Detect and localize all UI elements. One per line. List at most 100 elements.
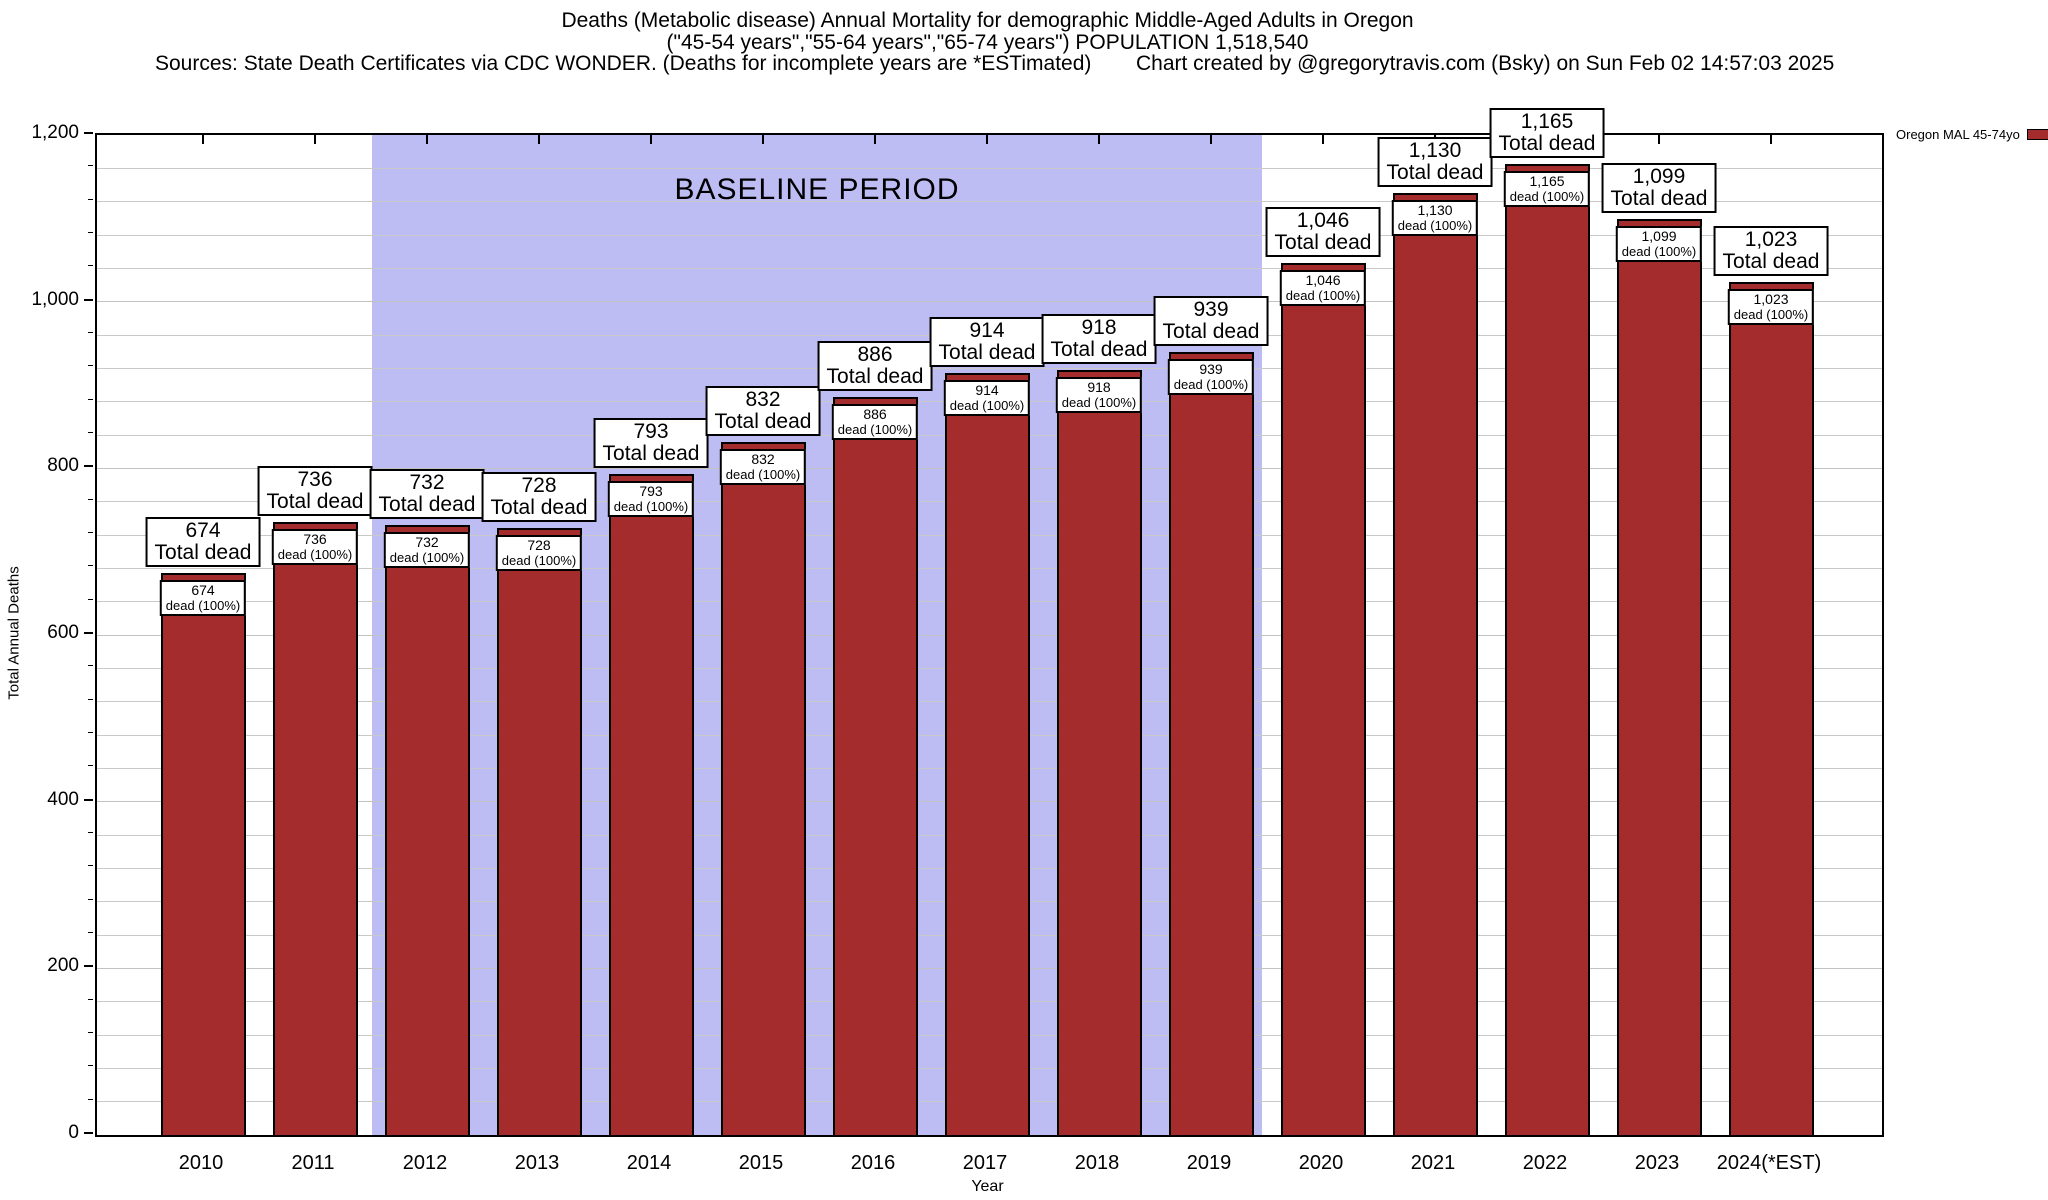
bar-inner-suffix: dead (100%) (1621, 244, 1697, 259)
bar-total-suffix: Total dead (1498, 132, 1596, 155)
y-tick-mark (88, 898, 93, 900)
x-year-label: 2011 (291, 1152, 335, 1174)
bar-inner-value: 728 (527, 537, 551, 553)
bar-inner-label: 1,165 dead (100%) (1503, 171, 1591, 207)
x-year-label: 2012 (402, 1152, 448, 1174)
bar-inner-value: 1,046 (1305, 272, 1341, 288)
x-tick-mark (1658, 135, 1660, 144)
x-tick-mark (986, 135, 988, 144)
bar-inner-value: 918 (1087, 379, 1111, 395)
bar-total-label: 832 Total dead (705, 386, 821, 436)
x-year-label: 2018 (1074, 1152, 1120, 1174)
bar-total-suffix: Total dead (378, 493, 476, 516)
bar-total-suffix: Total dead (714, 410, 812, 433)
bar-total-suffix: Total dead (602, 442, 700, 465)
bar-inner-suffix: dead (100%) (949, 398, 1025, 413)
y-tick-mark (88, 665, 93, 667)
bar-inner-suffix: dead (100%) (501, 553, 577, 568)
y-tick-label: 1,000 (31, 288, 79, 310)
bar-inner-value: 793 (639, 483, 663, 499)
bar-2022: 1,165 dead (100%) 1,165 Total dead (1489, 108, 1605, 1135)
x-axis-title: Year (971, 1178, 1004, 1195)
gridline (97, 201, 1882, 203)
x-year-label: 2022 (1522, 1152, 1568, 1174)
bar-total-value: 918 (1081, 316, 1117, 339)
bar-total-value: 939 (1193, 298, 1229, 321)
x-tick-mark (1098, 135, 1100, 144)
bar-inner-label: 918 dead (100%) (1055, 377, 1143, 413)
bar-inner-suffix: dead (100%) (1733, 307, 1809, 322)
bar-total-label: 1,099 Total dead (1601, 163, 1717, 213)
legend-swatch (2026, 129, 2048, 140)
x-year-label: 2021 (1410, 1152, 1456, 1174)
bar-inner-value: 1,130 (1417, 202, 1453, 218)
bar-2021: 1,130 dead (100%) 1,130 Total dead (1377, 137, 1493, 1135)
y-axis: 0 200 400 600 800 1,000 1,200 (0, 122, 93, 1143)
y-tick-label: 400 (47, 788, 79, 810)
bar-inner-value: 886 (863, 406, 887, 422)
gridline (97, 267, 1882, 269)
x-year-label: 2010 (178, 1152, 224, 1174)
y-tick-mark (88, 165, 93, 167)
x-tick-mark (1770, 135, 1772, 144)
x-tick-mark (762, 135, 764, 144)
bar-total-value: 732 (409, 471, 445, 494)
bar-total-label: 1,046 Total dead (1265, 207, 1381, 257)
bar-inner-value: 1,023 (1753, 291, 1789, 307)
y-tick-mark (84, 965, 93, 968)
bar-inner-value: 736 (303, 531, 327, 547)
bar-total-value: 1,165 (1520, 110, 1574, 133)
y-tick-mark (88, 532, 93, 533)
bar-total-value: 886 (857, 343, 893, 366)
x-tick-mark (426, 135, 428, 144)
bar-inner-label: 1,130 dead (100%) (1391, 200, 1479, 236)
chart-title-line2: ("45-54 years","55-64 years","65-74 year… (666, 31, 1309, 54)
bar-total-label: 1,130 Total dead (1377, 137, 1493, 187)
bar-inner-label: 1,023 dead (100%) (1727, 289, 1815, 325)
bar-total-value: 914 (969, 319, 1005, 342)
legend: Oregon MAL 45-74yo (1896, 127, 2048, 142)
bar-total-value: 793 (633, 420, 669, 443)
bar-total-label: 736 Total dead (257, 466, 373, 516)
bar-total-label: 1,023 Total dead (1713, 226, 1829, 276)
y-tick-mark (84, 132, 93, 134)
bar-inner-suffix: dead (100%) (1397, 218, 1473, 233)
y-tick-mark (88, 432, 93, 433)
bar-inner-value: 1,099 (1641, 228, 1677, 244)
bar-inner-value: 939 (1199, 361, 1223, 377)
plot-area: BASELINE PERIOD 674 dead (100%) 674 Total d… (95, 108, 1884, 1137)
bar-inner-label: 914 dead (100%) (943, 380, 1031, 416)
bar-total-value: 674 (185, 519, 221, 542)
bar-inner-label: 939 dead (100%) (1167, 359, 1255, 395)
bar-2018: 918 dead (100%) 918 Total dead (1041, 314, 1157, 1135)
gridline (97, 234, 1882, 236)
bar-total-suffix: Total dead (1386, 161, 1484, 184)
y-tick-label: 200 (47, 955, 79, 977)
bar-inner-value: 732 (415, 534, 439, 550)
gridline (97, 167, 1882, 169)
y-tick-mark (88, 498, 93, 500)
bar-total-label: 732 Total dead (369, 469, 485, 519)
bar-inner-label: 886 dead (100%) (831, 404, 919, 440)
bar-total-label: 793 Total dead (593, 418, 709, 468)
bar-total-label: 1,165 Total dead (1489, 108, 1605, 158)
bar-inner-suffix: dead (100%) (613, 499, 689, 514)
x-tick-mark (874, 135, 876, 144)
x-axis: 2010 2011 2012 2013 2014 2015 2016 2017 2018 2019… (95, 1152, 1880, 1182)
bar-2016: 886 dead (100%) 886 Total dead (817, 341, 933, 1135)
baseline-band-label: BASELINE PERIOD (674, 173, 960, 206)
credit-note: Chart created by @gregorytravis.com (Bsk… (1136, 52, 1835, 75)
bar-total-label: 674 Total dead (145, 517, 261, 567)
gridline (97, 301, 1882, 303)
bar-2014: 793 dead (100%) 793 Total dead (593, 418, 709, 1135)
bar-total-value: 736 (297, 468, 333, 491)
bar-2023: 1,099 dead (100%) 1,099 Total dead (1601, 163, 1717, 1135)
bar-inner-suffix: dead (100%) (1509, 189, 1585, 204)
bar-total-value: 832 (745, 388, 781, 411)
bar-total-suffix: Total dead (490, 496, 588, 519)
x-year-label: 2014 (626, 1152, 672, 1174)
y-tick-mark (88, 998, 93, 1000)
y-tick-mark (88, 698, 93, 700)
y-tick-mark (88, 832, 93, 833)
legend-label: Oregon MAL 45-74yo (1896, 127, 2020, 142)
